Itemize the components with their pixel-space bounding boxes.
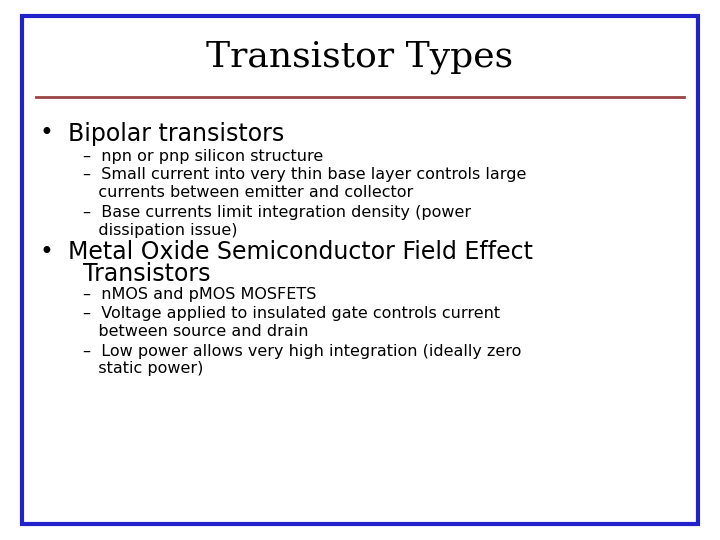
Text: Metal Oxide Semiconductor Field Effect: Metal Oxide Semiconductor Field Effect xyxy=(68,240,534,264)
Text: –  Small current into very thin base layer controls large
   currents between em: – Small current into very thin base laye… xyxy=(83,167,526,200)
Text: Bipolar transistors: Bipolar transistors xyxy=(68,122,284,145)
Text: –  Low power allows very high integration (ideally zero
   static power): – Low power allows very high integration… xyxy=(83,344,521,376)
Text: Transistor Types: Transistor Types xyxy=(207,40,513,75)
Text: •: • xyxy=(40,122,53,145)
Text: –  Base currents limit integration density (power
   dissipation issue): – Base currents limit integration densit… xyxy=(83,205,471,238)
Text: Transistors: Transistors xyxy=(68,262,211,286)
Text: –  npn or pnp silicon structure: – npn or pnp silicon structure xyxy=(83,148,323,164)
FancyBboxPatch shape xyxy=(22,16,698,524)
Text: •: • xyxy=(40,240,53,264)
Text: –  nMOS and pMOS MOSFETS: – nMOS and pMOS MOSFETS xyxy=(83,287,316,302)
Text: –  Voltage applied to insulated gate controls current
   between source and drai: – Voltage applied to insulated gate cont… xyxy=(83,306,500,339)
